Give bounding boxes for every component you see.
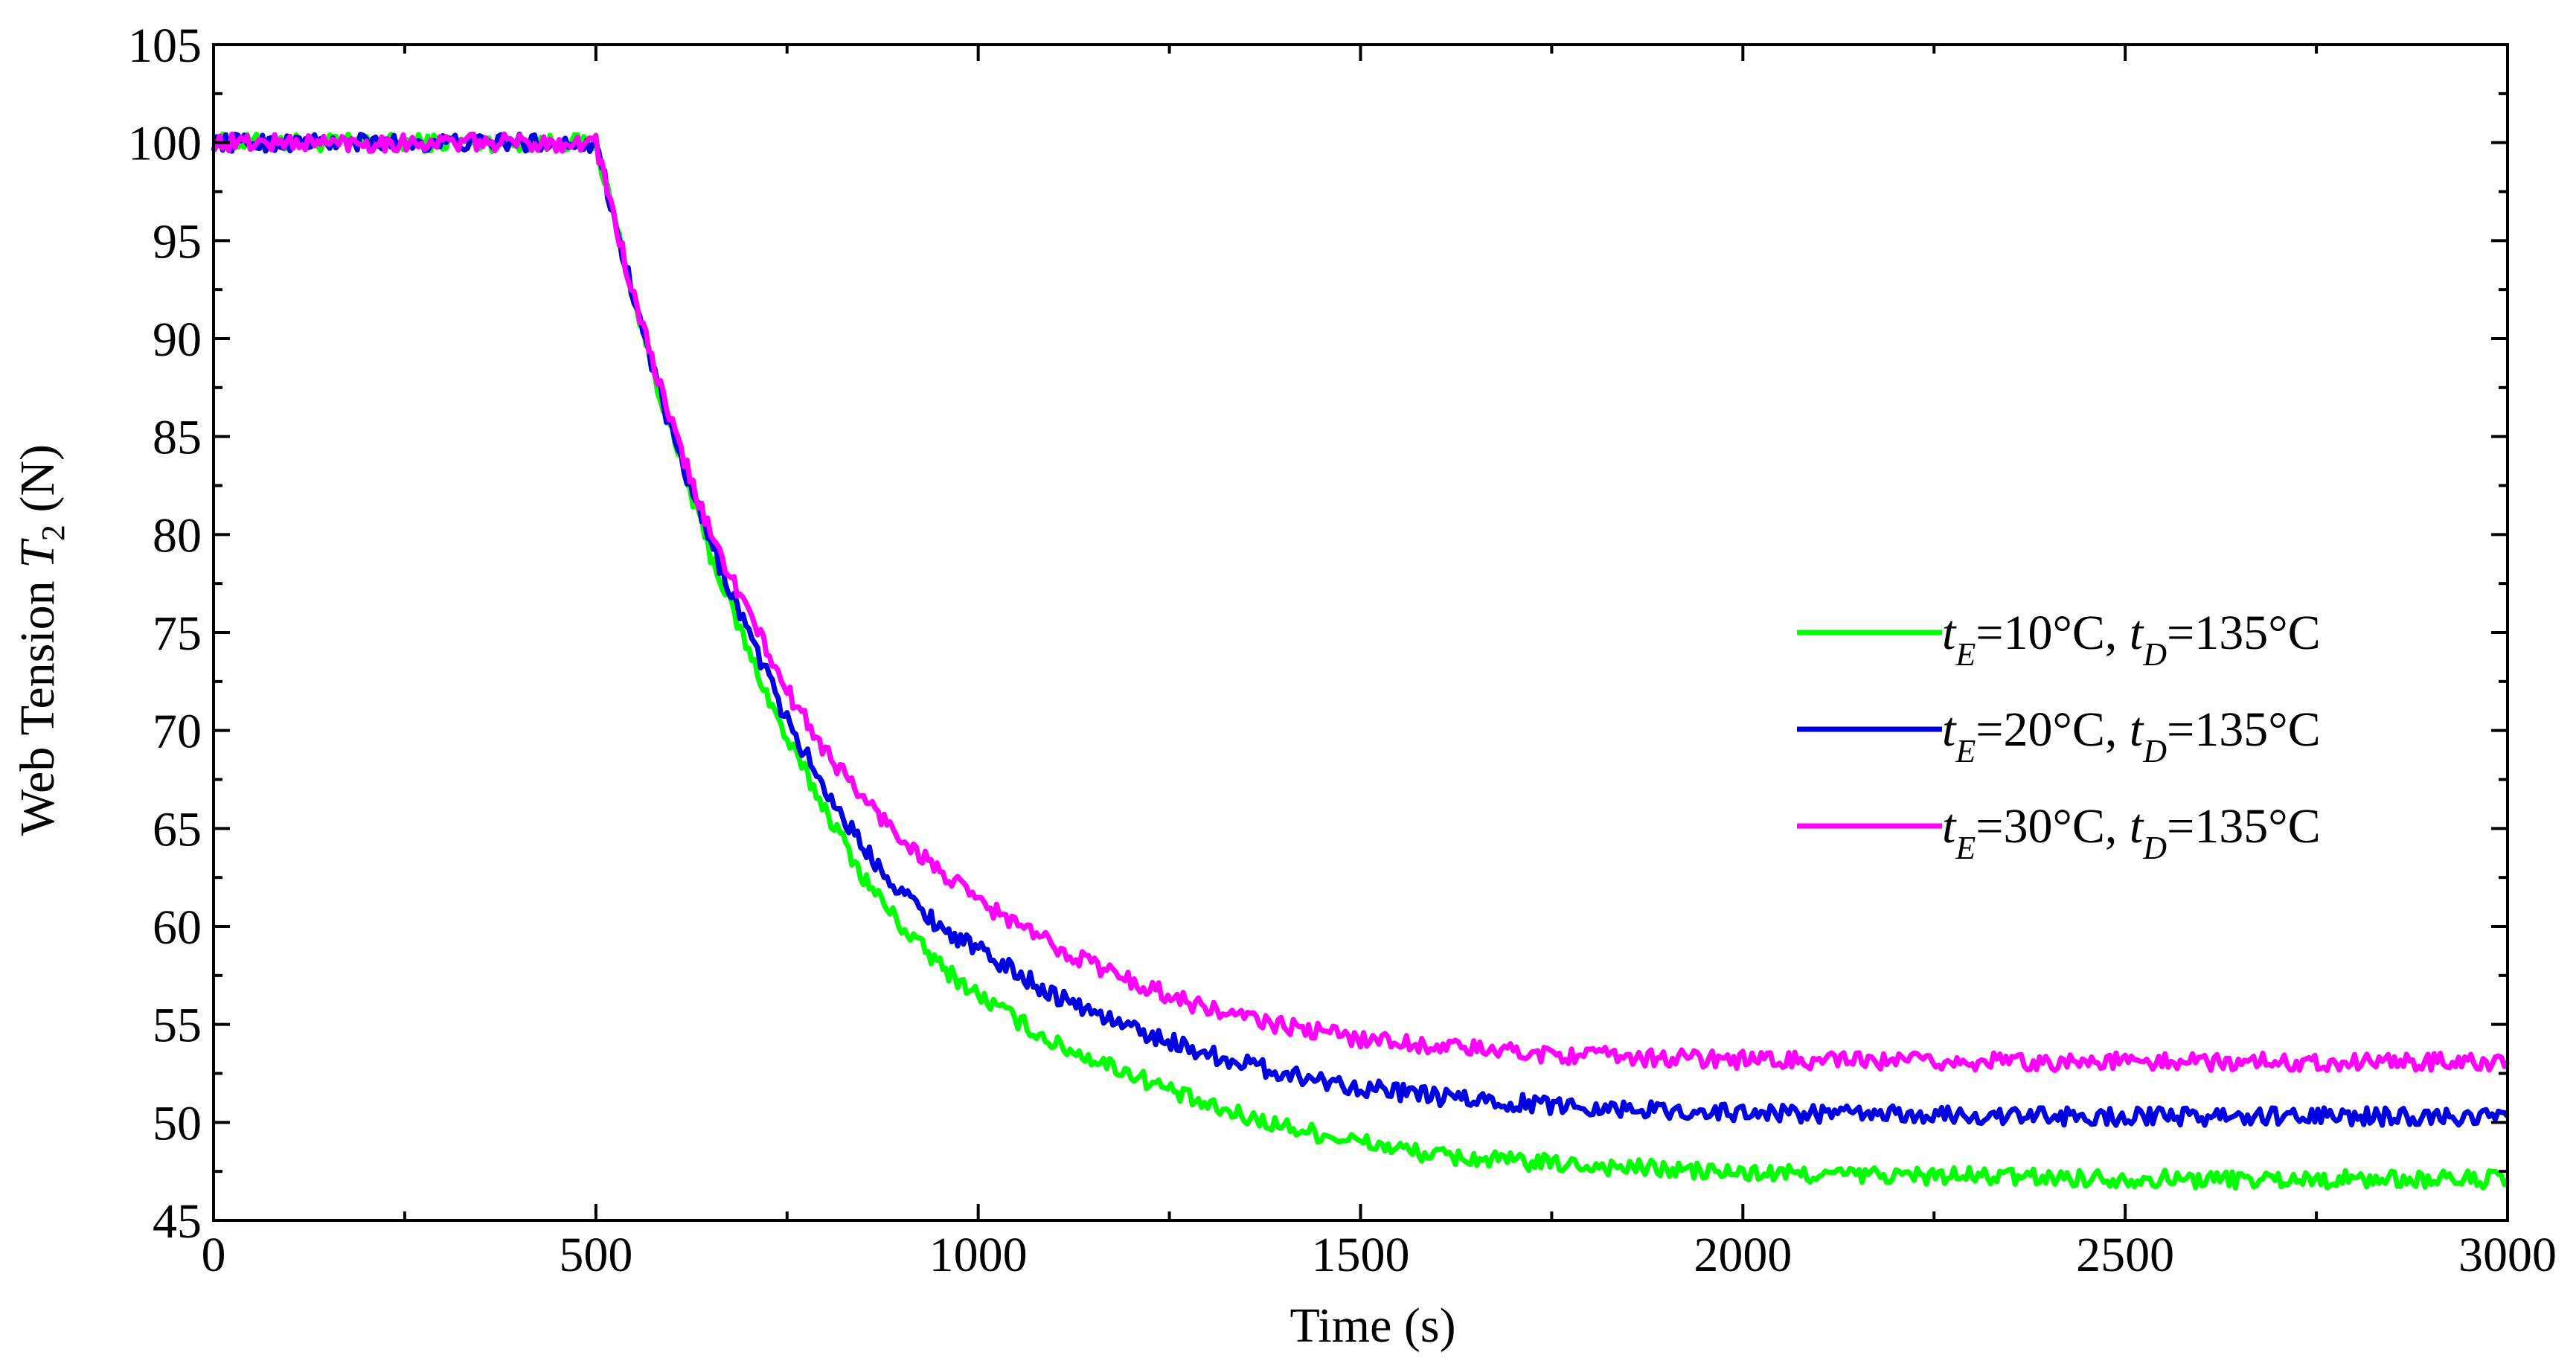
y-axis-title-unit: (N)	[10, 444, 65, 525]
legend-part-m2: =135°C	[2167, 702, 2321, 757]
y-tick-label: 55	[153, 999, 202, 1053]
y-tick-label: 90	[153, 313, 202, 367]
legend-entry: tE=20°C, tD=135°C	[1942, 702, 2321, 769]
x-tick-label: 1500	[1312, 1228, 1410, 1282]
y-axis-title: Web Tension T2 (N)	[10, 444, 71, 836]
legend-part-m1: =10°C,	[1976, 606, 2130, 660]
y-tick-label: 50	[153, 1096, 202, 1150]
legend: tE=10°C, tD=135°CtE=20°C, tD=135°CtE=30°…	[1797, 606, 2321, 866]
x-tick-label: 0	[202, 1228, 226, 1282]
y-tick-label: 105	[128, 19, 202, 73]
legend-part-m2: =135°C	[2167, 799, 2321, 854]
legend-part-t2: t	[2130, 799, 2144, 854]
x-tick-label: 500	[559, 1228, 632, 1282]
legend-part-s1: E	[1955, 733, 1976, 769]
legend-part-m1: =20°C,	[1976, 702, 2130, 757]
legend-part-t2: t	[2130, 606, 2144, 660]
x-axis-title: Time (s)	[1289, 1299, 1455, 1353]
legend-entry: tE=30°C, tD=135°C	[1942, 799, 2321, 866]
y-tick-label: 75	[153, 606, 202, 661]
y-tick-label: 65	[153, 802, 202, 856]
x-tick-label: 2500	[2076, 1228, 2174, 1282]
legend-part-s2: D	[2142, 636, 2167, 673]
y-axis-title-main: Web Tension	[10, 569, 65, 836]
y-tick-label: 70	[153, 705, 202, 759]
legend-entry: tE=10°C, tD=135°C	[1942, 606, 2321, 673]
y-tick-labels: 45 50 55 60 65 70 75 80 85 90 95 100 105	[128, 19, 202, 1249]
legend-part-s1: E	[1955, 636, 1976, 673]
y-axis-title-var: T	[10, 538, 65, 569]
legend-part-s2: D	[2142, 733, 2167, 769]
legend-part-t1: t	[1942, 606, 1957, 660]
y-tick-label: 80	[153, 508, 202, 563]
x-tick-label: 2000	[1694, 1228, 1792, 1282]
legend-part-m2: =135°C	[2167, 606, 2321, 660]
legend-part-t2: t	[2130, 702, 2144, 757]
y-axis-title-sub: 2	[35, 525, 71, 541]
plot-lines	[211, 131, 2511, 1191]
x-tick-labels: 0 500 1000 1500 2000 2500 3000	[202, 1228, 2557, 1282]
series-line	[211, 131, 2510, 1073]
y-tick-label: 85	[153, 411, 202, 465]
legend-part-s2: D	[2142, 830, 2167, 866]
legend-part-s1: E	[1955, 830, 1976, 866]
x-tick-label: 3000	[2458, 1228, 2557, 1282]
y-tick-label: 60	[153, 900, 202, 955]
y-tick-label: 45	[153, 1194, 202, 1249]
series-line	[211, 131, 2510, 1128]
legend-part-t1: t	[1942, 702, 1957, 757]
legend-part-t1: t	[1942, 799, 1957, 854]
y-tick-label: 100	[128, 117, 202, 171]
y-tick-label: 95	[153, 214, 202, 269]
legend-part-m1: =30°C,	[1976, 799, 2130, 854]
x-tick-label: 1000	[929, 1228, 1028, 1282]
axis-ticks	[212, 43, 2509, 1222]
